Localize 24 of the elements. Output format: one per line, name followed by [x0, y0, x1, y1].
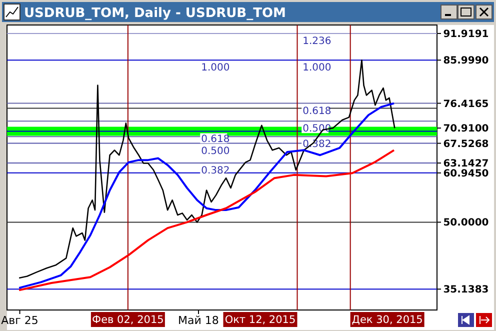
- y-tick-label: 85.9990: [443, 56, 489, 67]
- y-tick-label: 60.9450: [443, 168, 489, 180]
- y-tick-label: 50.0000: [443, 218, 489, 229]
- annotation: 1.000: [201, 62, 230, 74]
- annotation: 0.382: [201, 166, 230, 177]
- y-tick-label: 70.9100: [443, 124, 489, 135]
- annotation: 0.618: [201, 134, 230, 145]
- chart-title: USDRUB_TOM, Daily - USDRUB_TOM: [24, 6, 286, 21]
- line-series: [18, 102, 395, 289]
- x-tick-label: Май 18: [178, 314, 219, 327]
- y-tick-label: 35.1383: [443, 284, 489, 296]
- y-tick-label: 91.9191: [443, 28, 489, 40]
- annotation: 1.000: [302, 62, 332, 74]
- y-tick-label: 63.1427: [443, 158, 489, 170]
- ref-line-label: Окт 12, 2015: [224, 314, 296, 326]
- annotation: 0.500: [201, 146, 230, 157]
- ref-line-label: Фев 02, 2015: [92, 314, 164, 326]
- x-tick-label: Авг 25: [1, 314, 38, 327]
- ref-line-label: Дек 30, 2015: [352, 314, 423, 326]
- annotation: 1.236: [302, 36, 332, 47]
- y-tick-label: 76.4165: [443, 98, 489, 110]
- annotation: 0.618: [302, 106, 332, 117]
- line-series: [18, 59, 396, 279]
- y-tick-label: 67.5268: [443, 138, 489, 150]
